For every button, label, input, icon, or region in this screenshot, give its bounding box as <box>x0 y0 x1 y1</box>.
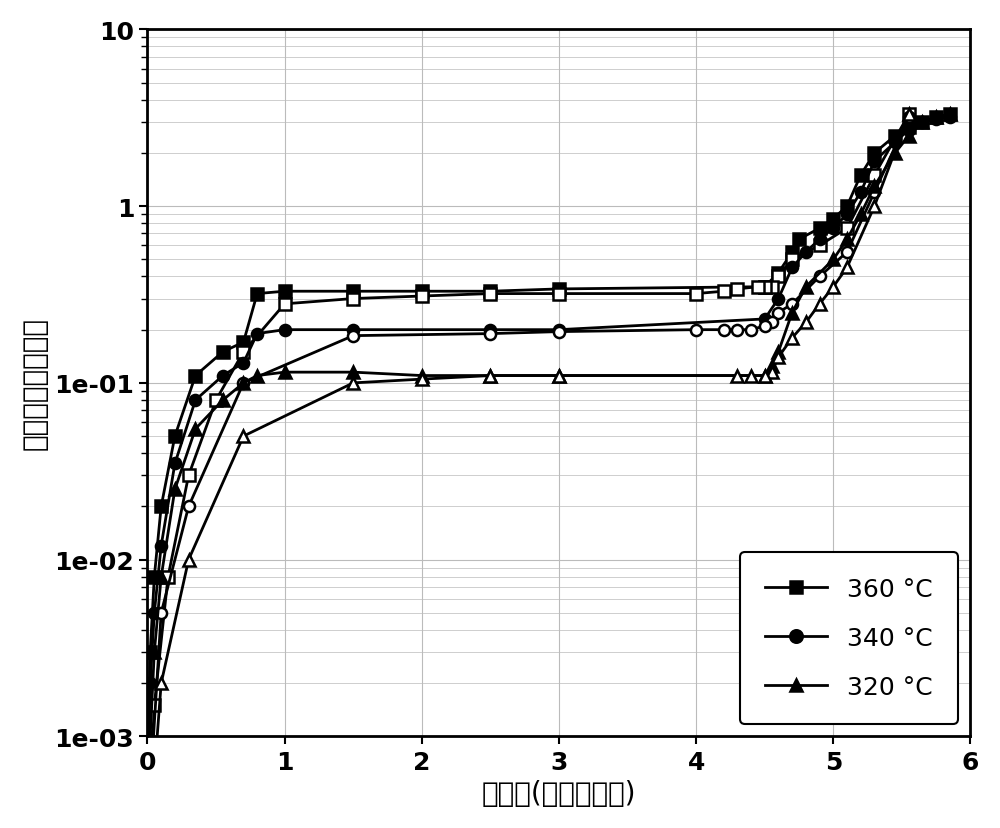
X-axis label: 氢含量(重量百分比): 氢含量(重量百分比) <box>482 779 636 807</box>
Y-axis label: 平衡压力（兆帕）: 平衡压力（兆帕） <box>21 317 49 450</box>
Legend: 360 °C, 340 °C, 320 °C: 360 °C, 340 °C, 320 °C <box>740 552 958 724</box>
